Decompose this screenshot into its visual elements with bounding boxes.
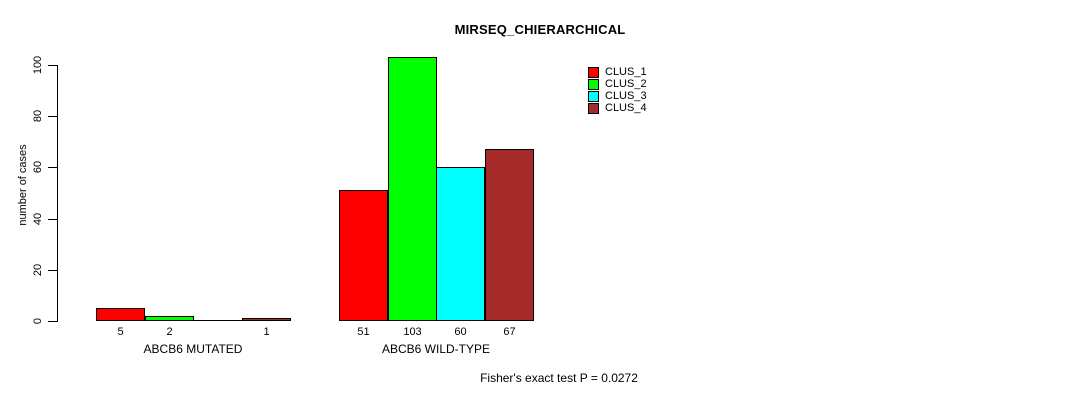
bar-value-label: 103 (403, 326, 422, 338)
bar-value-label: 1 (263, 326, 270, 338)
y-tick-label: 0 (32, 317, 44, 325)
bar-value-label: 60 (454, 326, 467, 338)
bar-clus_2 (145, 316, 194, 321)
y-tick (48, 167, 57, 168)
legend-label: CLUS_3 (605, 90, 647, 102)
legend-row: CLUS_4 (588, 102, 647, 114)
bar-clus_1 (96, 308, 145, 321)
legend-row: CLUS_2 (588, 78, 647, 90)
y-tick-label: 100 (32, 55, 44, 75)
fisher-test-annotation: Fisher's exact test P = 0.0272 (480, 371, 638, 385)
bar-clus_4 (485, 149, 534, 321)
legend-label: CLUS_4 (605, 102, 647, 114)
bar-value-label: 5 (117, 326, 124, 338)
group-label: ABCB6 WILD-TYPE (381, 342, 491, 356)
y-tick-label: 20 (32, 263, 44, 277)
y-tick (48, 270, 57, 271)
chart-title: MIRSEQ_CHIERARCHICAL (454, 22, 626, 37)
y-axis-label: number of cases (17, 144, 29, 226)
bar-clus_3-zero (193, 320, 242, 321)
y-tick-label: 40 (32, 212, 44, 226)
legend-label: CLUS_2 (605, 78, 647, 90)
legend-label: CLUS_1 (605, 66, 647, 78)
y-tick-label: 80 (32, 109, 44, 123)
bar-clus_3 (436, 167, 485, 321)
y-tick (48, 65, 57, 66)
bar-clus_4 (242, 318, 291, 321)
y-tick (48, 321, 57, 322)
group-label: ABCB6 MUTATED (143, 342, 243, 356)
legend-swatch-clus_1 (588, 66, 599, 78)
y-tick-label: 60 (32, 160, 44, 174)
legend-swatch-clus_4 (588, 102, 599, 114)
bar-value-label: 67 (503, 326, 516, 338)
legend-swatch-clus_2 (588, 78, 599, 90)
legend-swatch-clus_3 (588, 90, 599, 102)
bar-clus_2 (388, 57, 437, 321)
y-axis-line (57, 65, 58, 322)
legend-row: CLUS_1 (588, 66, 647, 78)
legend-row: CLUS_3 (588, 90, 647, 102)
y-tick (48, 219, 57, 220)
legend: CLUS_1 CLUS_2 CLUS_3 CLUS_4 (588, 66, 647, 114)
y-tick (48, 116, 57, 117)
bar-value-label: 2 (166, 326, 173, 338)
bar-clus_1 (339, 190, 388, 321)
bar-value-label: 51 (357, 326, 370, 338)
